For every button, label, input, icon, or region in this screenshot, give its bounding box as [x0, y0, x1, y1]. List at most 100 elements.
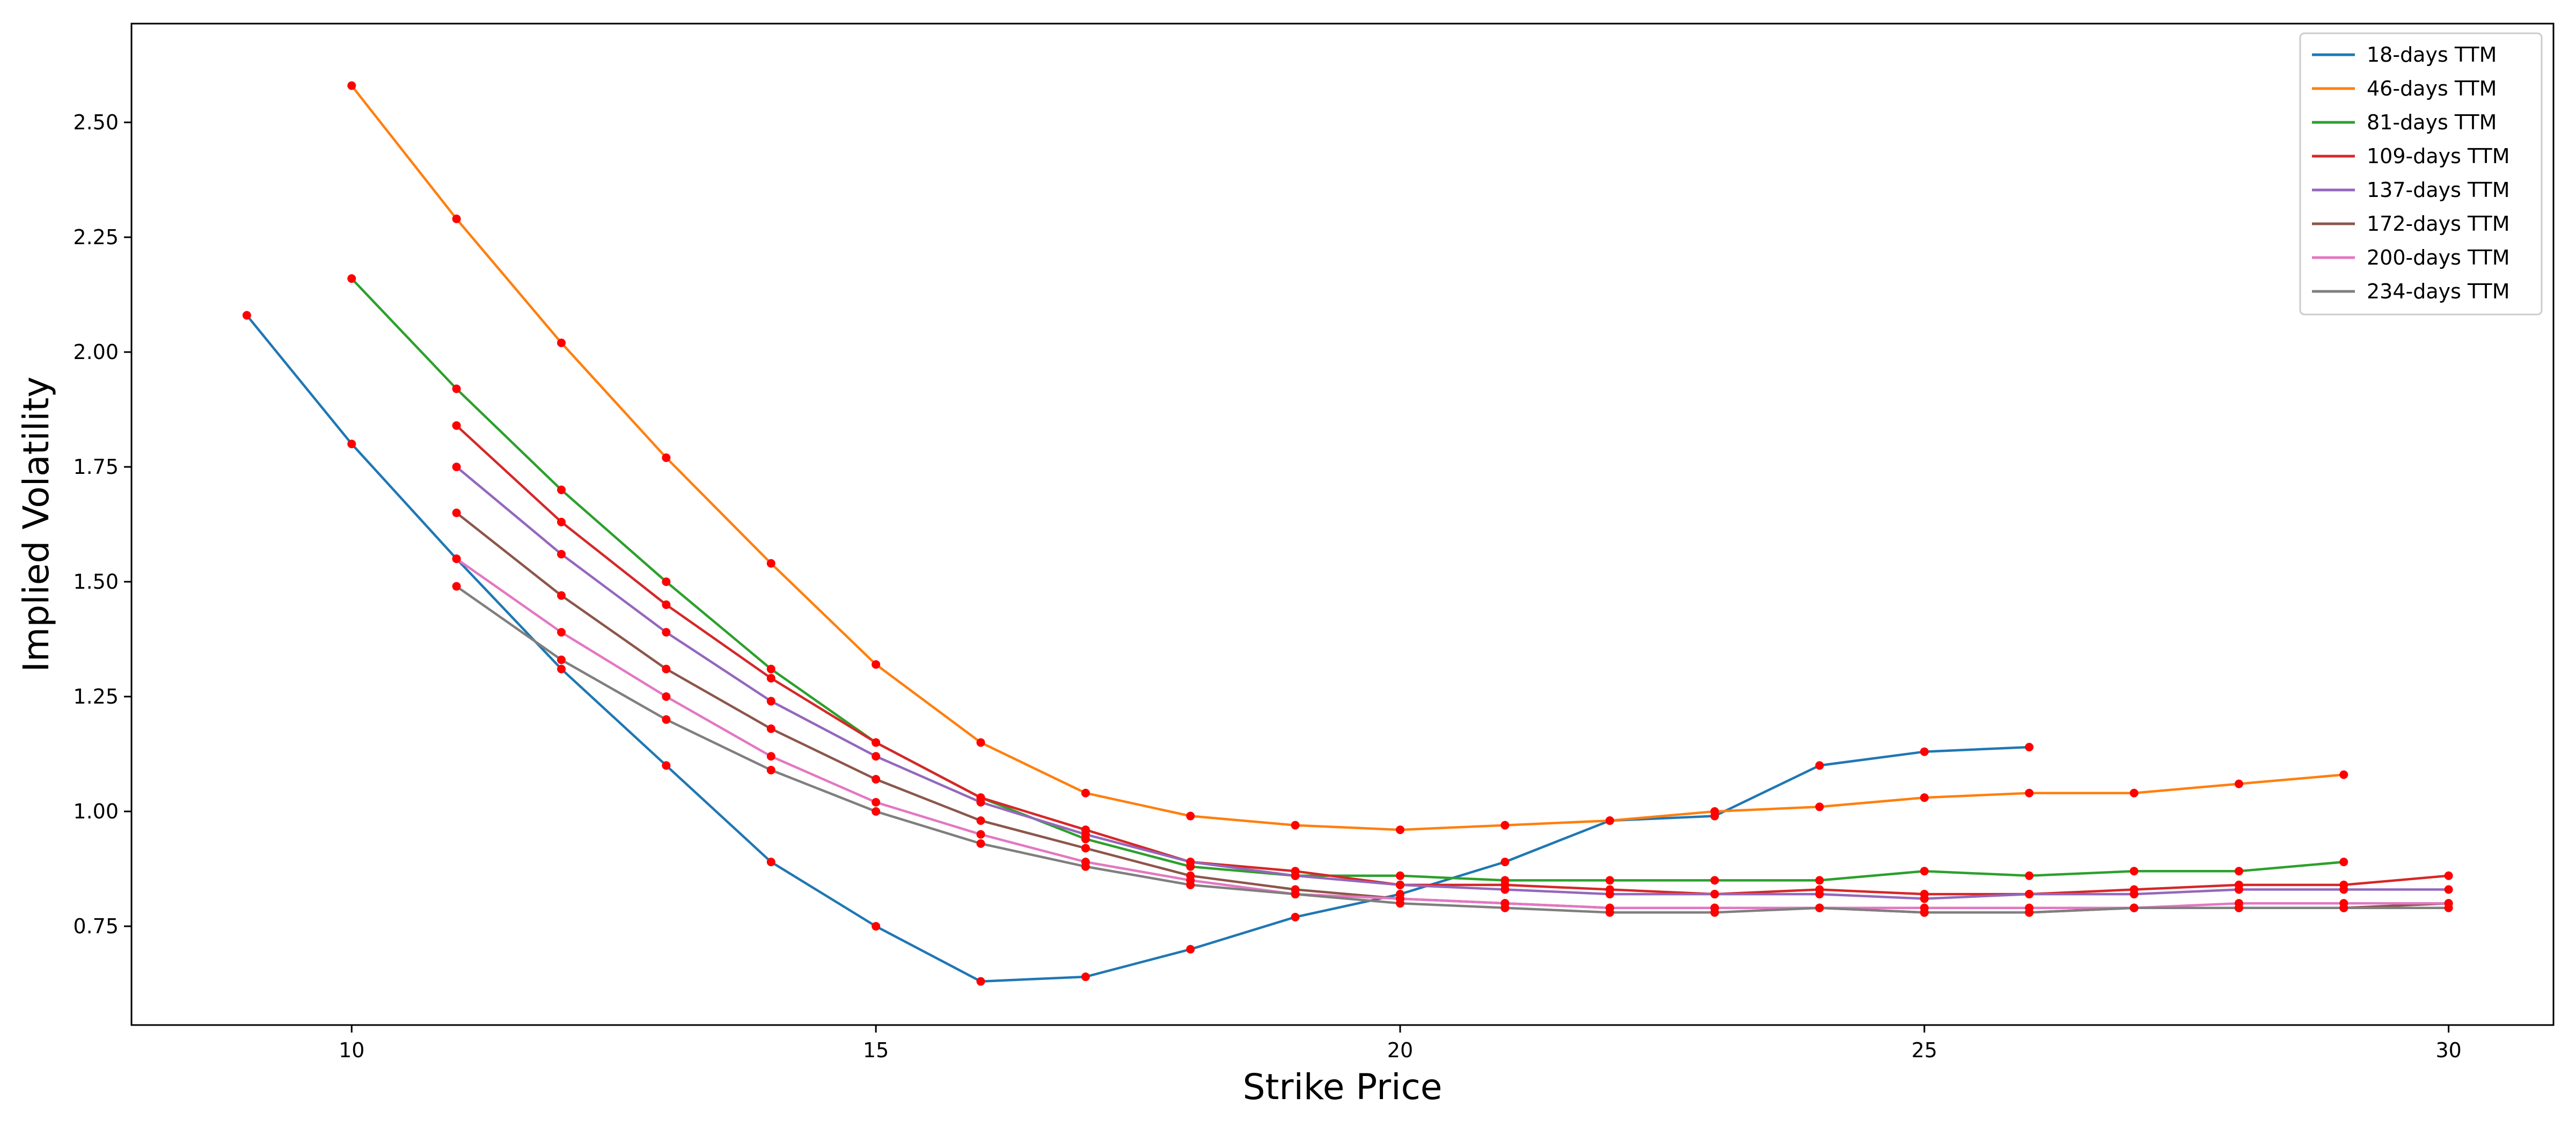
data-point [1605, 876, 1614, 885]
x-tick-label: 20 [1387, 1038, 1413, 1062]
data-point [2234, 885, 2243, 894]
data-point [2339, 770, 2348, 779]
data-point [1815, 890, 1824, 899]
data-point [1395, 871, 1404, 880]
data-point [2234, 867, 2243, 876]
data-point [452, 508, 461, 517]
data-point [1081, 844, 1090, 853]
data-point [2339, 903, 2348, 912]
marker-layer [242, 81, 2453, 986]
legend-label: 200-days TTM [2367, 246, 2510, 269]
data-point [2025, 788, 2034, 797]
data-point [1710, 876, 1719, 885]
y-tick-label: 1.50 [73, 570, 119, 594]
data-point [2339, 885, 2348, 894]
data-point [452, 384, 461, 393]
data-point [1186, 945, 1195, 954]
data-point [662, 715, 671, 724]
data-point [1710, 807, 1719, 816]
data-point [2025, 743, 2034, 752]
data-point [1815, 876, 1824, 885]
data-point [766, 752, 775, 761]
x-tick-label: 25 [1912, 1038, 1937, 1062]
legend: 18-days TTM 46-days TTM 81-days TTM 109-day… [2299, 32, 2543, 316]
y-tick-label: 2.25 [73, 225, 119, 249]
legend-box [2299, 32, 2543, 316]
data-point [662, 692, 671, 701]
data-point [1605, 890, 1614, 899]
data-point [662, 453, 671, 462]
series-line-18-days-ttm [246, 314, 2030, 983]
x-tick-label: 30 [2435, 1038, 2461, 1062]
data-point [557, 517, 566, 526]
data-point [872, 660, 881, 669]
data-point [557, 550, 566, 559]
data-point [557, 338, 566, 347]
data-point [1081, 972, 1090, 982]
data-point [976, 839, 985, 848]
series-layer [246, 85, 2449, 983]
data-point [1081, 862, 1090, 871]
y-tick-label: 1.25 [73, 685, 119, 708]
legend-label: 172-days TTM [2367, 212, 2510, 236]
data-point [1186, 858, 1195, 867]
legend-label: 46-days TTM [2367, 77, 2497, 100]
data-point [452, 582, 461, 591]
data-point [2444, 885, 2453, 894]
data-point [2234, 779, 2243, 788]
series-line-109-days-ttm [456, 425, 2449, 896]
data-point [1395, 825, 1404, 835]
data-point [1920, 793, 1929, 802]
data-point [1710, 890, 1719, 899]
y-tick-label: 2.50 [73, 111, 119, 134]
data-point [1920, 747, 1929, 756]
y-tick-label: 1.75 [73, 455, 119, 479]
series-line-81-days-ttm [350, 277, 2344, 882]
data-point [766, 559, 775, 568]
data-point [452, 463, 461, 472]
x-axis: 10 15 20 25 30 [339, 1025, 2462, 1062]
data-point [1501, 903, 1510, 912]
data-point [662, 664, 671, 674]
data-point [1920, 894, 1929, 903]
data-point [1605, 908, 1614, 917]
legend-label: 137-days TTM [2367, 178, 2510, 202]
data-point [557, 655, 566, 664]
data-point [242, 311, 251, 320]
series-line-46-days-ttm [350, 85, 2344, 831]
data-point [872, 807, 881, 816]
data-point [662, 577, 671, 586]
data-point [976, 830, 985, 839]
data-point [347, 81, 356, 90]
data-point [452, 421, 461, 430]
series-line-137-days-ttm [456, 466, 2449, 900]
data-point [1291, 821, 1300, 830]
data-point [557, 485, 566, 494]
data-point [2129, 788, 2139, 797]
data-point [976, 797, 985, 807]
x-tick-label: 15 [863, 1038, 889, 1062]
y-tick-label: 0.75 [73, 914, 119, 938]
data-point [766, 765, 775, 774]
data-point [1501, 858, 1510, 867]
data-point [766, 664, 775, 674]
legend-label: 18-days TTM [2367, 43, 2497, 67]
legend-label: 81-days TTM [2367, 111, 2497, 134]
x-axis-title: Strike Price [1243, 1066, 1443, 1108]
y-tick-label: 1.00 [73, 800, 119, 823]
data-point [1605, 816, 1614, 825]
data-point [976, 977, 985, 986]
data-point [2129, 890, 2139, 899]
data-point [1291, 912, 1300, 921]
data-point [1395, 880, 1404, 889]
data-point [557, 628, 566, 637]
legend-label: 109-days TTM [2367, 144, 2510, 168]
data-point [1920, 867, 1929, 876]
data-point [1291, 871, 1300, 880]
data-point [1081, 788, 1090, 797]
data-point [2339, 858, 2348, 867]
data-point [452, 214, 461, 223]
data-point [2444, 871, 2453, 880]
plot-area [131, 24, 2553, 1025]
